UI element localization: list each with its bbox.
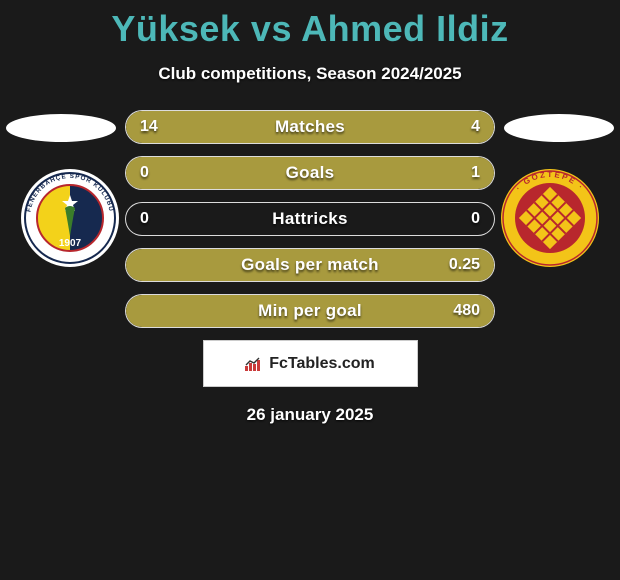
subtitle: Club competitions, Season 2024/2025 <box>0 64 620 84</box>
fenerbahce-crest-icon: 1907 FENERBAHÇE SPOR KULÜBÜ <box>20 168 120 268</box>
left-player-shadow <box>6 114 116 142</box>
credit-text: FcTables.com <box>269 355 375 373</box>
stat-bar-goals: Goals0 1 <box>125 156 495 190</box>
team-left-badge: 1907 FENERBAHÇE SPOR KULÜBÜ <box>20 168 120 268</box>
team-right-badge: · GÖZTEPE · <box>500 168 600 268</box>
credit-box: FcTables.com <box>203 340 418 387</box>
stat-label: Min per goal <box>126 301 494 321</box>
stat-label: Matches <box>126 117 494 137</box>
stat-bar-matches: Matches14 4 <box>125 110 495 144</box>
stat-label: Goals <box>126 163 494 183</box>
stat-value-right: 1 <box>471 164 480 182</box>
comparison-arena: 1907 FENERBAHÇE SPOR KULÜBÜ <box>0 104 620 425</box>
stat-bar-hattricks: Hattricks0 0 <box>125 202 495 236</box>
stat-value-right: 0 <box>471 210 480 228</box>
stat-value-right: 0.25 <box>449 256 480 274</box>
stat-value-right: 4 <box>471 118 480 136</box>
stat-value-left: 0 <box>140 210 149 228</box>
founded-year: 1907 <box>59 238 82 249</box>
goztepe-crest-icon: · GÖZTEPE · <box>500 168 600 268</box>
page-title: Yüksek vs Ahmed Ildiz <box>0 0 620 50</box>
stat-bar-mpg: Min per goal480 <box>125 294 495 328</box>
right-player-shadow <box>504 114 614 142</box>
stat-bar-gpm: Goals per match0.25 <box>125 248 495 282</box>
chart-icon <box>245 357 263 371</box>
stat-value-left: 14 <box>140 118 158 136</box>
stat-value-left: 0 <box>140 164 149 182</box>
stat-label: Goals per match <box>126 255 494 275</box>
date-text: 26 january 2025 <box>0 405 620 425</box>
stat-bars: Matches144Goals01Hattricks00Goals per ma… <box>125 104 495 328</box>
stat-value-right: 480 <box>453 302 480 320</box>
stat-label: Hattricks <box>126 209 494 229</box>
